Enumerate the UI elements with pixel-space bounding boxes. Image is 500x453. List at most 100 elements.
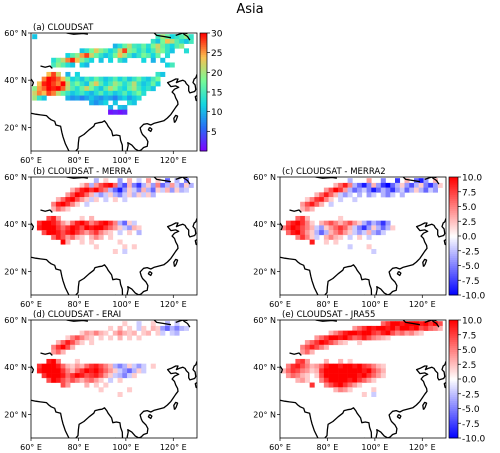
colorbar-segment: [449, 259, 458, 262]
grid-cell: [314, 335, 320, 341]
grid-cell: [112, 90, 118, 96]
colorbar-segment: [449, 386, 458, 390]
grid-cell: [432, 182, 438, 188]
grid-cell: [122, 192, 128, 198]
grid-cell: [150, 76, 156, 82]
grid-cell: [319, 377, 325, 383]
coastline-segment: [31, 78, 35, 87]
colorbar-segment: [200, 119, 207, 122]
y-tick-label: 20° N: [253, 410, 276, 419]
grid-cell: [295, 368, 301, 374]
grid-cell: [304, 215, 310, 221]
grid-cell: [328, 230, 334, 236]
grid-cell: [366, 230, 372, 236]
grid-cell: [127, 387, 133, 393]
grid-cell: [112, 100, 118, 106]
coastline-segment: [375, 218, 446, 295]
grid-cell: [347, 387, 353, 393]
grid-cell: [333, 377, 339, 383]
grid-cell: [371, 387, 377, 393]
colorbar-tick-label: 7.5: [462, 331, 476, 341]
grid-cell: [183, 182, 189, 188]
grid-cell: [74, 86, 80, 92]
coastline-segment: [181, 177, 191, 185]
grid-cell: [395, 178, 401, 184]
grid-cell: [103, 330, 109, 336]
grid-cell: [418, 187, 424, 193]
colorbar-segment: [449, 339, 458, 343]
grid-cell: [89, 90, 95, 96]
grid-cell: [328, 373, 334, 379]
grid-cell: [70, 76, 76, 82]
grid-cell: [338, 340, 344, 346]
colorbar-segment: [200, 84, 207, 87]
grid-cell: [295, 220, 301, 226]
grid-cell: [304, 363, 310, 369]
grid-cell: [55, 206, 61, 212]
grid-cell: [98, 48, 104, 54]
panel-3: (c) CLOUDSAT - MERRA2 60° E 80° E 100° E 120…: [253, 167, 485, 309]
colorbar-segment: [449, 331, 458, 335]
grid-cell: [112, 182, 118, 188]
grid-cell: [361, 325, 367, 331]
grid-cell: [347, 225, 353, 231]
grid-cell: [169, 34, 175, 40]
grid-cell: [84, 57, 90, 63]
colorbar: -10.0 -7.5 -5.0 -2.5 0.0 2.5 5.0 7.5 10.0: [448, 317, 486, 445]
grid-cell: [89, 363, 95, 369]
grid-cell: [188, 38, 194, 44]
grid-cell: [84, 230, 90, 236]
colorbar-segment: [200, 74, 207, 77]
grid-cell: [117, 48, 123, 54]
grid-cell: [65, 344, 71, 350]
grid-cell: [141, 86, 147, 92]
colorbar-segment: [449, 363, 458, 366]
grid-cell: [300, 344, 306, 350]
grid-cell: [103, 368, 109, 374]
grid-cell: [309, 239, 315, 245]
grid-cell: [98, 225, 104, 231]
grid-cell: [366, 187, 372, 193]
grid-cell: [146, 48, 152, 54]
grid-cell: [390, 182, 396, 188]
grid-cell: [352, 363, 358, 369]
plot-frame: [30, 32, 198, 152]
grid-cell: [112, 192, 118, 198]
y-tick-label: 60° N: [4, 173, 27, 182]
grid-cell: [51, 349, 57, 355]
grid-cell: [309, 220, 315, 226]
grid-cell: [55, 340, 61, 346]
grid-cell: [155, 76, 161, 82]
grid-cell: [136, 230, 142, 236]
grid-cell: [60, 86, 66, 92]
grid-cell: [357, 340, 363, 346]
grid-cell: [117, 363, 123, 369]
grid-cell: [89, 225, 95, 231]
grid-cell: [357, 377, 363, 383]
grid-cell: [98, 373, 104, 379]
x-tick-label: 80° E: [68, 443, 90, 452]
grid-cell: [41, 368, 47, 374]
grid-cell: [51, 81, 57, 87]
y-tick-label: 20° N: [4, 410, 27, 419]
grid-cell: [51, 57, 57, 63]
grid-cell: [117, 373, 123, 379]
colorbar-segment: [449, 426, 458, 429]
grid-cell: [404, 330, 410, 336]
colorbar-segment: [449, 177, 458, 180]
grid-cell: [328, 201, 334, 207]
grid-cell: [285, 363, 291, 369]
grid-cell: [79, 90, 85, 96]
grid-cell: [65, 197, 71, 203]
grid-cell: [89, 182, 95, 188]
grid-cell: [366, 244, 372, 250]
grid-cell: [141, 48, 147, 54]
colorbar-segment: [200, 99, 207, 103]
grid-cell: [304, 344, 310, 350]
colorbar-segment: [449, 228, 458, 231]
grid-cell: [51, 363, 57, 369]
grid-cell: [127, 100, 133, 106]
grid-cell: [323, 358, 329, 364]
grid-cell: [65, 62, 71, 68]
colorbar-segment: [200, 88, 207, 91]
